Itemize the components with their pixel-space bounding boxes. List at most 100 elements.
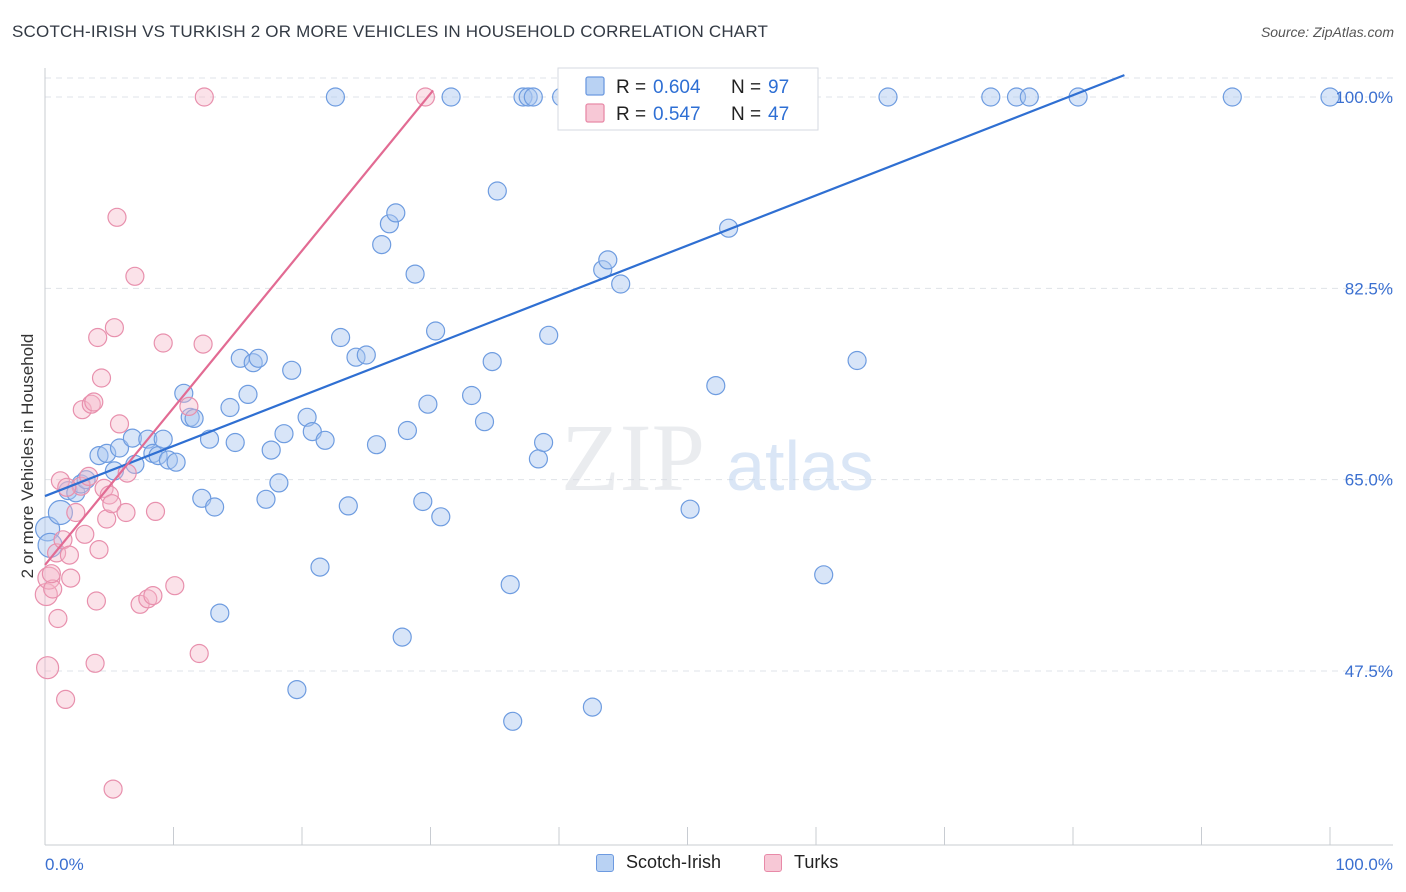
watermark: ZIP atlas — [561, 404, 874, 511]
legend-n-value-1: 47 — [768, 104, 789, 125]
scotch-irish-point-85 — [814, 565, 834, 585]
scotch-irish-point-38 — [297, 407, 317, 427]
scotch-irish-point-25 — [210, 603, 230, 623]
x-tick-labels: 0.0% 100.0% — [45, 855, 1393, 874]
scotch-irish-point-86 — [847, 350, 867, 371]
scotch-irish-point-62 — [487, 181, 507, 201]
scotch-irish-point-17 — [158, 450, 178, 470]
legend-r-value-1: 0.547 — [653, 104, 701, 125]
scotch-irish-point-93 — [1320, 87, 1340, 107]
turks-point-41 — [189, 643, 209, 664]
turks-point-1 — [35, 656, 60, 680]
legend-label-turks: Turks — [794, 852, 839, 872]
turks-point-5 — [48, 608, 68, 629]
watermark-zip: ZIP — [561, 404, 705, 511]
y-tick-label-1: 82.5% — [1345, 279, 1393, 298]
bottom-legend: Scotch-Irish Turks — [0, 852, 1406, 878]
turks-point-45 — [41, 564, 62, 584]
scotch-irish-point-37 — [287, 679, 307, 700]
scotch-irish-point-57 — [431, 507, 451, 527]
turks-point-18 — [85, 653, 105, 673]
scotch-irish-point-47 — [366, 435, 387, 455]
legend-r-label-0: R = — [616, 77, 646, 98]
legend-r-value-0: 0.604 — [653, 77, 701, 98]
scotch-irish-trend-line — [44, 74, 1125, 498]
scotch-irish-point-11 — [122, 428, 142, 448]
turks-point-33 — [125, 266, 145, 286]
turks-point-16 — [81, 394, 101, 414]
scotch-irish-point-80 — [680, 499, 700, 519]
scotch-irish-point-64 — [503, 711, 523, 731]
y-tick-label-0: 100.0% — [1335, 88, 1393, 107]
turks-point-8 — [55, 689, 76, 710]
scotch-irish-point-48 — [372, 235, 392, 255]
turks-point-43 — [194, 87, 214, 107]
y-tick-label-3: 47.5% — [1345, 662, 1393, 681]
scotch-irish-point-55 — [418, 394, 438, 414]
legend-n-value-0: 97 — [768, 77, 789, 98]
scotch-irish-point-69 — [533, 432, 554, 453]
turks-point-3 — [43, 579, 63, 599]
scotch-irish-point-74 — [582, 697, 603, 717]
scotch-irish-point-24 — [205, 497, 225, 517]
scotch-irish-point-33 — [261, 440, 281, 460]
legend-box: R = 0.604 N = 97 R = 0.547 N = 47 — [557, 67, 819, 131]
x-tick-label-min: 0.0% — [45, 855, 84, 874]
y-tick-labels: 100.0% 82.5% 65.0% 47.5% — [1335, 88, 1393, 681]
scotch-irish-point-16 — [153, 429, 173, 449]
turks-point-24 — [97, 509, 117, 529]
turks-point-29 — [107, 207, 127, 227]
turks-point-20 — [88, 327, 108, 348]
scotch-irish-point-49 — [379, 214, 399, 234]
series-scotch-irish-points — [34, 87, 1340, 731]
scotch-irish-point-65 — [513, 87, 533, 107]
legend-swatch-0 — [585, 76, 605, 96]
scotch-irish-point-90 — [1019, 87, 1039, 107]
scotch-irish-point-77 — [611, 274, 631, 294]
scotch-irish-point-92 — [1222, 87, 1242, 107]
scotch-irish-swatch — [596, 853, 614, 872]
scotch-irish-point-18 — [166, 452, 186, 472]
legend-n-label-1: N = — [731, 104, 761, 125]
legend-r-label-1: R = — [616, 104, 646, 125]
scotch-irish-point-42 — [325, 87, 345, 107]
source-label: Source: ZipAtlas.com — [1260, 24, 1394, 40]
scotch-irish-point-53 — [405, 264, 425, 284]
scotch-irish-point-34 — [269, 473, 289, 493]
turks-point-42 — [193, 334, 213, 354]
turks-point-19 — [86, 591, 107, 611]
scotch-irish-point-82 — [718, 218, 739, 238]
scotch-irish-point-2 — [47, 499, 74, 526]
turks-point-22 — [91, 368, 112, 388]
turks-point-39 — [165, 576, 185, 596]
x-tick-label-max: 100.0% — [1335, 855, 1393, 874]
scotch-irish-point-51 — [392, 627, 412, 647]
turks-point-10 — [61, 568, 81, 588]
turks-point-30 — [109, 414, 130, 434]
scotch-irish-point-76 — [598, 250, 618, 270]
turks-point-26 — [102, 494, 122, 514]
legend-item-scotch-irish: Scotch-Irish — [596, 852, 721, 873]
scotch-irish-point-68 — [528, 449, 549, 469]
turks-swatch — [764, 853, 782, 872]
scotch-irish-point-52 — [397, 420, 417, 441]
turks-point-44 — [415, 87, 435, 107]
scotch-irish-point-43 — [331, 327, 351, 348]
y-axis-title: 2 or more Vehicles in Household — [18, 334, 37, 579]
scotch-irish-point-31 — [248, 348, 268, 368]
turks-point-17 — [84, 392, 104, 412]
scotch-irish-point-7 — [89, 446, 109, 466]
scotch-irish-point-29 — [238, 384, 258, 404]
chart-title: SCOTCH-IRISH VS TURKISH 2 OR MORE VEHICL… — [12, 22, 769, 41]
scotch-irish-point-81 — [706, 376, 726, 396]
scotch-irish-point-32 — [256, 489, 276, 509]
series-turks-points — [34, 87, 435, 799]
axes — [44, 68, 1393, 846]
turks-point-40 — [179, 396, 199, 416]
scotch-irish-point-35 — [274, 424, 294, 444]
legend-swatch-1 — [585, 103, 605, 123]
scotch-irish-point-8 — [97, 443, 117, 463]
turks-point-11 — [66, 502, 86, 523]
turks-trend-line — [44, 89, 434, 566]
scotch-irish-point-36 — [282, 360, 302, 380]
